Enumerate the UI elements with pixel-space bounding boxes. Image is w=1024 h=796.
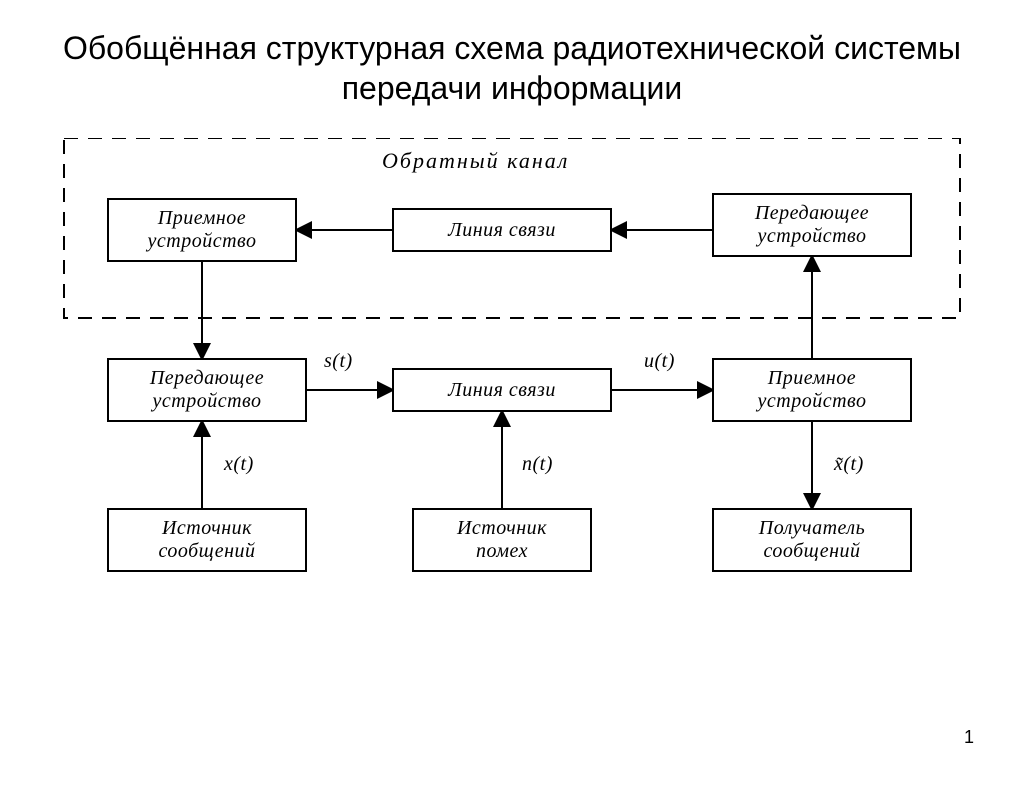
page-title: Обобщённая структурная схема радиотехнич… — [0, 28, 1024, 108]
node-noise: Источникпомех — [412, 508, 592, 572]
reverse-channel-label: Обратный канал — [382, 148, 569, 174]
page-number: 1 — [964, 727, 974, 748]
edge-label-rx_bot-dest: x̃(t) — [832, 453, 866, 476]
edge-label-tx_bot-line_bot: s(t) — [322, 350, 355, 373]
node-line_bot: Линия связи — [392, 368, 612, 412]
edge-label-src-tx_bot: x(t) — [222, 453, 256, 476]
edge-label-line_bot-rx_bot: u(t) — [642, 350, 677, 373]
node-line_top: Линия связи — [392, 208, 612, 252]
node-rx_top: Приемноеустройство — [107, 198, 297, 262]
node-tx_top: Передающееустройство — [712, 193, 912, 257]
node-tx_bot: Передающееустройство — [107, 358, 307, 422]
node-dest: Получательсообщений — [712, 508, 912, 572]
node-src: Источниксообщений — [107, 508, 307, 572]
edge-label-noise-line_bot: n(t) — [520, 453, 555, 476]
node-rx_bot: Приемноеустройство — [712, 358, 912, 422]
flowchart: Обратный канал Приемноеустройство Линия с… — [52, 138, 972, 618]
